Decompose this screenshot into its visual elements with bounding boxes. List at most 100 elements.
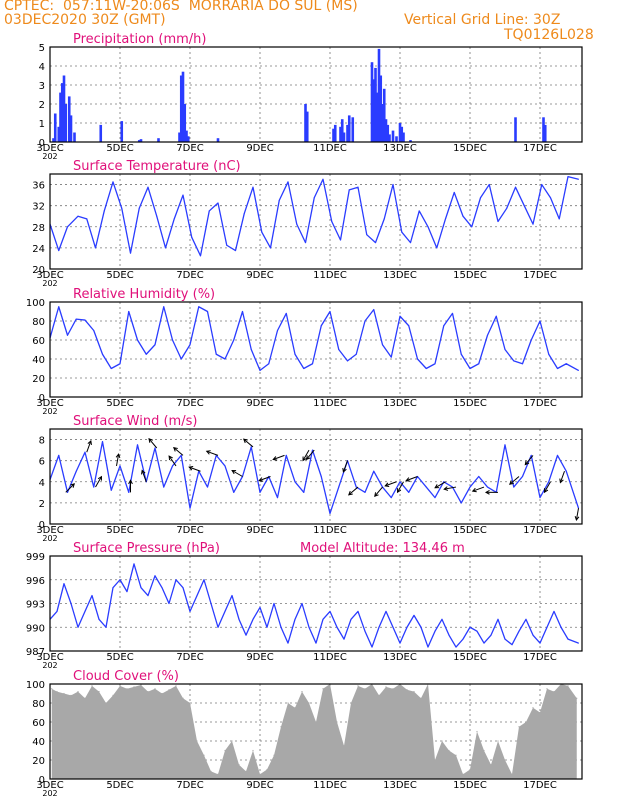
cloud-point bbox=[161, 692, 163, 695]
precip-bar bbox=[120, 121, 124, 142]
pressure-point bbox=[238, 618, 240, 620]
year-stub-label: 202 bbox=[42, 534, 57, 543]
temperature-point bbox=[278, 199, 280, 201]
pressure-point bbox=[168, 603, 170, 604]
y-tick-label: 0 bbox=[39, 520, 45, 531]
wind-arrow bbox=[189, 466, 201, 472]
wind-point bbox=[128, 491, 130, 493]
wind-arrow bbox=[348, 486, 359, 496]
humidity-point bbox=[320, 325, 322, 327]
pressure-point bbox=[476, 630, 478, 632]
cloud-point bbox=[126, 688, 128, 690]
cloud-point bbox=[343, 745, 345, 747]
precip-bar bbox=[351, 117, 355, 142]
precip-bar bbox=[178, 132, 181, 142]
cloud-point bbox=[210, 770, 212, 773]
wind-arrow bbox=[434, 481, 446, 489]
humidity-point bbox=[84, 319, 86, 321]
humidity-point bbox=[242, 311, 243, 312]
x-tick-label: 17DEC bbox=[523, 398, 557, 409]
temperature-point bbox=[252, 186, 254, 188]
precipitation-title: Precipitation (mm/h) bbox=[73, 32, 206, 47]
temperature-point bbox=[366, 234, 368, 236]
y-tick-label: 60 bbox=[32, 718, 45, 729]
grid-line-info: Vertical Grid Line: 30Z bbox=[404, 12, 561, 28]
wind-point bbox=[399, 481, 401, 483]
cloud-point bbox=[182, 697, 184, 699]
humidity-point bbox=[268, 363, 270, 365]
temperature-point bbox=[103, 210, 105, 212]
cloud-point bbox=[273, 754, 275, 756]
humidity-point bbox=[250, 349, 252, 350]
wind-point bbox=[487, 486, 488, 488]
wind-point bbox=[277, 497, 278, 499]
cloud-point bbox=[217, 773, 219, 775]
humidity-point bbox=[434, 363, 436, 365]
cloud-point bbox=[406, 689, 408, 691]
precip-bar bbox=[384, 119, 388, 142]
precip-bar bbox=[59, 92, 62, 142]
humidity-point bbox=[495, 315, 497, 317]
temperature-point bbox=[453, 191, 455, 193]
precip-bar bbox=[543, 124, 547, 142]
pressure-point bbox=[455, 646, 457, 648]
wind-point bbox=[224, 465, 226, 467]
precip-bar bbox=[370, 62, 374, 143]
wind-point bbox=[320, 476, 322, 477]
pressure-point bbox=[497, 618, 499, 620]
wind-point bbox=[250, 446, 252, 448]
pressure-point bbox=[364, 630, 366, 632]
y-tick-label: 20 bbox=[32, 265, 45, 276]
wind-point bbox=[285, 454, 287, 456]
temperature-point bbox=[287, 181, 289, 183]
x-tick-label: 15DEC bbox=[453, 270, 487, 281]
x-tick-label: 3DEC bbox=[36, 398, 63, 409]
precipitation-panel: 0 1 2 3 4 5 3DEC 5DEC 7DEC 9DEC 11DEC 13DEC 15DEC 17D… bbox=[36, 32, 583, 161]
pressure-point bbox=[56, 610, 58, 612]
cloud-point bbox=[378, 694, 380, 697]
wind-point bbox=[67, 491, 68, 493]
wind-arrow bbox=[206, 450, 219, 456]
y-tick-label: 40 bbox=[32, 355, 45, 366]
precip-bar bbox=[346, 124, 349, 142]
panel-frame bbox=[49, 173, 583, 270]
temperature-point bbox=[200, 255, 201, 257]
y-tick-label: 8 bbox=[39, 436, 45, 447]
pressure-point bbox=[273, 603, 275, 604]
cloud-title: Cloud Cover (%) bbox=[73, 669, 179, 684]
cloud-point bbox=[266, 768, 268, 771]
cloud-panel: 0 20 40 60 80 100 3DEC 5DEC 7DEC 9DEC 11DEC 13DEC 15… bbox=[26, 669, 583, 798]
wind-arrow bbox=[559, 471, 565, 483]
precip-bar bbox=[186, 136, 190, 142]
temperature-point bbox=[410, 242, 411, 244]
wind-point bbox=[557, 454, 558, 456]
wind-point bbox=[58, 454, 60, 456]
precip-bar bbox=[305, 111, 309, 142]
wind-arrow bbox=[86, 440, 92, 453]
pressure-point bbox=[161, 587, 163, 589]
temperature-point bbox=[383, 218, 385, 220]
wind-arrow bbox=[231, 470, 243, 477]
wind-arrow-head bbox=[305, 455, 311, 461]
x-tick-label: 7DEC bbox=[176, 398, 203, 409]
cloud-point bbox=[175, 685, 177, 687]
temperature-point bbox=[418, 210, 420, 212]
y-tick-label: 20 bbox=[32, 374, 45, 385]
pressure-title: Surface Pressure (hPa) bbox=[73, 541, 220, 556]
humidity-point bbox=[364, 320, 366, 322]
header: CPTEC: 057:11W-20:06S MORRARIA DO SUL (M… bbox=[0, 0, 618, 46]
cloud-point bbox=[280, 726, 282, 728]
cloud-point bbox=[385, 686, 387, 688]
wind-point bbox=[154, 447, 156, 449]
year-stub-label: 202 bbox=[42, 407, 57, 416]
precip-bar bbox=[57, 126, 61, 142]
humidity-point bbox=[373, 309, 375, 311]
x-tick-label: 17DEC bbox=[523, 525, 557, 536]
temperature-point bbox=[523, 205, 525, 207]
x-tick-label: 11DEC bbox=[313, 143, 347, 154]
cloud-point bbox=[84, 697, 86, 699]
precip-bar bbox=[179, 75, 183, 142]
precip-bar bbox=[185, 130, 188, 142]
humidity-point bbox=[399, 315, 401, 317]
y-tick-label: 80 bbox=[32, 317, 45, 328]
